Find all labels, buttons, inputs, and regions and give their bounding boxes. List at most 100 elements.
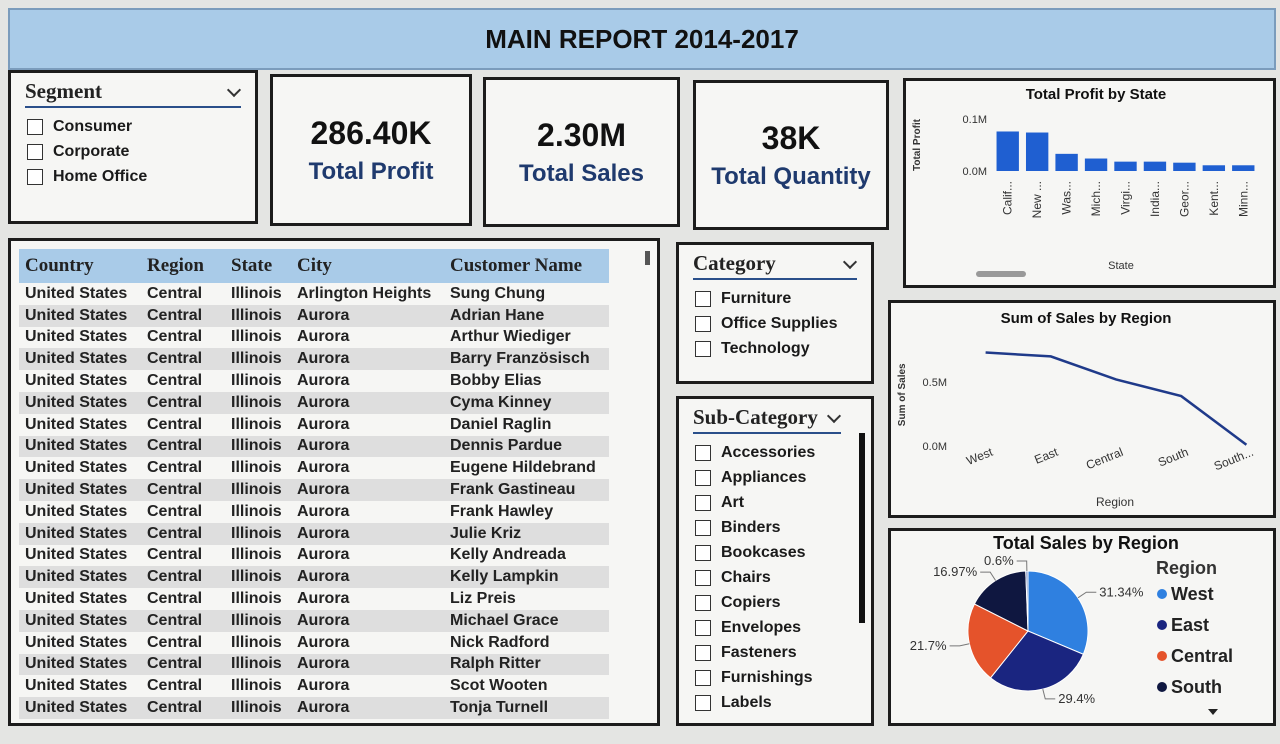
table-cell: Aurora (291, 391, 444, 414)
checkbox[interactable] (695, 569, 711, 586)
slicer-option[interactable]: Consumer (27, 114, 255, 139)
slicer-option[interactable]: Furnishings (695, 665, 871, 690)
table-cell: Illinois (225, 304, 291, 327)
x-tick-label: Minn... (1236, 181, 1250, 217)
slicer-option[interactable]: Accessories (695, 440, 871, 465)
table-cell: Central (141, 609, 225, 632)
table-cell: Dennis Pardue (444, 435, 609, 458)
column-header[interactable]: Customer Name (444, 249, 609, 283)
slicer-option[interactable]: Fasteners (695, 640, 871, 665)
table-cell: United States (25, 633, 128, 651)
x-tick-label: Mich... (1089, 181, 1103, 216)
table-cell: Central (147, 502, 203, 520)
checkbox[interactable] (27, 118, 43, 135)
x-tick-label: Geor... (1177, 181, 1191, 217)
checkbox[interactable] (695, 594, 711, 611)
table-cell: Illinois (225, 566, 291, 589)
table-cell: Frank Gastineau (444, 479, 609, 501)
slicer-option[interactable]: Furniture (695, 286, 871, 311)
table-cell: Kelly Lampkin (444, 566, 609, 589)
slicer-option[interactable]: Office Supplies (695, 311, 871, 336)
table-cell: Aurora (297, 546, 350, 564)
checkbox[interactable] (27, 168, 43, 185)
table-cell: United States (25, 590, 128, 608)
slicer-options: Consumer Corporate Home Office (11, 114, 255, 189)
checkbox[interactable] (695, 340, 711, 357)
leader-line (1042, 689, 1056, 700)
table-cell: Aurora (291, 697, 444, 719)
table-cell: Central (147, 415, 203, 433)
slicer-option[interactable]: Copiers (695, 590, 871, 615)
slicer-title[interactable]: Sub-Category (693, 405, 841, 434)
chart-title: Total Profit by State (1026, 86, 1167, 103)
slicer-option[interactable]: Envelopes (695, 615, 871, 640)
kpi-value: 2.30M (537, 116, 626, 153)
option-label: Appliances (721, 468, 807, 486)
table-cell: Illinois (225, 435, 291, 458)
table-cell: Illinois (231, 546, 282, 564)
column-header[interactable]: Country (19, 249, 141, 283)
table-cell: Eugene Hildebrand (450, 459, 596, 477)
checkbox[interactable] (695, 315, 711, 332)
table-cell: United States (19, 391, 141, 414)
checkbox[interactable] (695, 469, 711, 486)
table-cell: Ralph Ritter (444, 653, 609, 676)
checkbox[interactable] (27, 143, 43, 160)
column-header[interactable]: Region (141, 249, 225, 283)
slicer-option[interactable]: Corporate (27, 139, 255, 164)
table-cell: Illinois (225, 522, 291, 545)
table-row: United States Central Illinois Aurora Tonja … (19, 697, 609, 719)
slicer-option[interactable]: Bookcases (695, 540, 871, 565)
column-header[interactable]: City (291, 249, 444, 283)
legend-title: Region (1156, 558, 1217, 578)
scrollbar[interactable] (859, 433, 865, 623)
table-cell: United States (25, 459, 128, 477)
slicer-option[interactable]: Appliances (695, 465, 871, 490)
slicer-title[interactable]: Segment (25, 79, 241, 108)
checkbox[interactable] (695, 669, 711, 686)
table-cell: Aurora (297, 590, 350, 608)
table-cell: Central (147, 372, 203, 390)
slicer-option[interactable]: Technology (695, 336, 871, 361)
table-cell: United States (19, 697, 141, 719)
slicer-option[interactable]: Labels (695, 690, 871, 715)
slicer-option[interactable]: Home Office (27, 164, 255, 189)
y-axis-label: Total Profit (912, 118, 923, 171)
slicer-title[interactable]: Category (693, 251, 857, 280)
table-cell: Illinois (231, 590, 282, 608)
kpi-label: Total Quantity (711, 162, 871, 190)
checkbox[interactable] (695, 644, 711, 661)
checkbox[interactable] (695, 619, 711, 636)
slicer-option[interactable]: Art (695, 490, 871, 515)
checkbox[interactable] (695, 694, 711, 711)
option-label: Binders (721, 518, 781, 536)
table-row: United States Central Illinois Aurora Arthur… (19, 327, 609, 349)
scrollbar[interactable] (645, 251, 650, 265)
legend-label: South (1171, 677, 1222, 697)
table-cell: United States (25, 502, 128, 520)
checkbox[interactable] (695, 544, 711, 561)
table-cell: Central (141, 391, 225, 414)
x-tick-label: India... (1148, 181, 1162, 217)
x-tick-label: Central (1084, 445, 1125, 472)
slicer-option[interactable]: Chairs (695, 565, 871, 590)
checkbox[interactable] (695, 290, 711, 307)
kpi-label: Total Profit (308, 157, 434, 185)
table-cell: Liz Preis (450, 590, 516, 608)
table-cell: Central (141, 697, 225, 719)
checkbox[interactable] (695, 494, 711, 511)
table-cell: Adrian Hane (444, 304, 609, 327)
table-row: United States Central Illinois Aurora Eugene… (19, 457, 609, 479)
table-cell: Illinois (225, 479, 291, 501)
checkbox[interactable] (695, 519, 711, 536)
option-label: Office Supplies (721, 314, 838, 332)
legend-label: Central (1171, 646, 1233, 666)
y-tick-label: 0.0M (923, 441, 947, 453)
chart-title: Sum of Sales by Region (1001, 310, 1172, 327)
table-row: United States Central Illinois Aurora Cyma K… (19, 391, 609, 414)
table-cell: Aurora (291, 348, 444, 371)
kpi-card: 286.40K Total Profit (270, 74, 472, 226)
slicer-option[interactable]: Binders (695, 515, 871, 540)
column-header[interactable]: State (225, 249, 291, 283)
checkbox[interactable] (695, 444, 711, 461)
